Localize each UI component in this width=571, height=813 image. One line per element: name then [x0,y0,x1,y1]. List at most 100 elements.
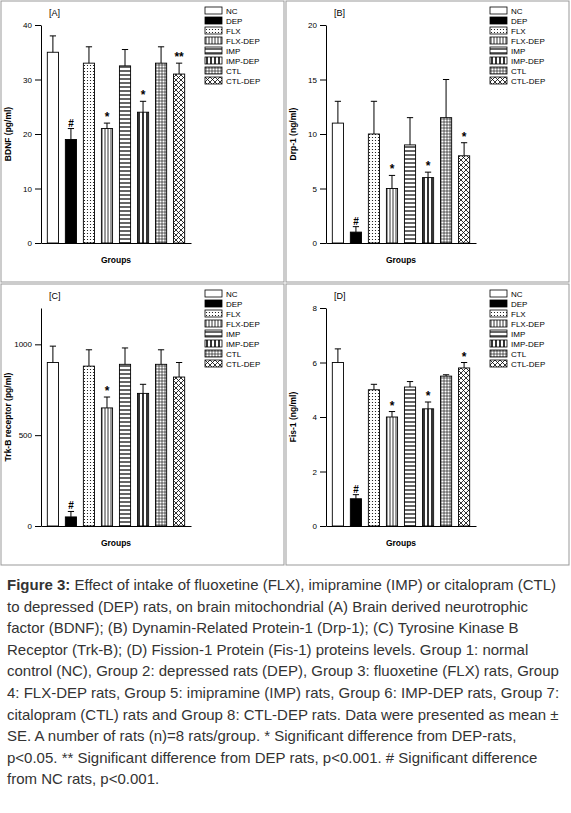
legend-label: DEP [511,300,527,309]
bar [155,63,166,243]
plot: #*05001000 [14,309,191,532]
legend-swatch [490,340,507,347]
x-axis [327,526,477,527]
y-axis-line [41,309,42,527]
caption-text: Effect of intake of fluoxetine (FLX), im… [7,576,559,787]
y-tick: 4 [313,413,326,422]
y-tick: 2 [313,468,326,477]
error-bar [353,227,359,232]
legend-label: DEP [226,300,242,309]
legend-swatch [490,67,507,74]
legend-swatch [205,310,222,317]
bar [47,52,58,243]
legend-swatch [205,77,222,84]
y-tick: 5 [313,185,326,194]
legend-label: CTL [226,350,242,359]
legend-label: CTL-DEP [511,77,545,86]
y-tick-label: 30 [23,76,32,85]
error-bar [443,80,449,118]
y-tick-mark [320,25,326,26]
y-tick: 8 [313,304,326,313]
panel-title: [C] [49,291,61,301]
panel-title: [B] [334,8,345,18]
y-tick: 20 [308,21,326,30]
x-axis [42,526,192,527]
legend-label: IMP-DEP [511,57,544,66]
bar [368,390,379,526]
legend-swatch [205,67,222,74]
y-tick: 15 [308,76,326,85]
error-bar [104,397,110,408]
y-tick: 1000 [14,340,41,349]
y-tick-mark [35,189,41,190]
bar [137,112,148,243]
annotation: * [462,130,467,144]
legend-label: FLX-DEP [511,37,545,46]
annotation: ** [174,50,184,64]
legend-label: FLX-DEP [511,320,545,329]
y-tick-label: 10 [23,185,32,194]
legend-label: NC [511,7,523,16]
y-axis-title: Drp-1 (ng/ml) [288,107,298,160]
legend-label: CTL-DEP [511,360,545,369]
error-bar [176,63,182,74]
error-bar [158,47,164,63]
annotation: # [353,216,359,227]
y-tick-mark [320,363,326,364]
x-axis-title: Groups [386,538,416,548]
bar [386,189,397,244]
legend-swatch [490,300,507,307]
x-axis [42,243,192,244]
x-axis-line [327,526,477,527]
y-tick-label: 0 [313,239,318,248]
y-tick-label: 5 [313,185,318,194]
annotation: * [105,110,110,124]
y-tick-label: 6 [313,359,318,368]
annotation: * [426,159,431,173]
error-bar [50,36,56,52]
y-tick-label: 1000 [14,340,32,349]
panel-frame [286,1,569,282]
x-axis-title: Groups [101,538,131,548]
y-tick-label: 2 [313,468,318,477]
caption-label: Figure 3: [7,576,70,593]
x-axis-line [42,243,192,244]
legend-label: NC [511,290,523,299]
bar [155,364,166,526]
legend-label: FLX [511,27,526,36]
legend-swatch [205,340,222,347]
legend-swatch [205,300,222,307]
legend-swatch [205,360,222,367]
error-bar [425,402,431,409]
bar [459,368,470,526]
y-tick-label: 8 [313,304,318,313]
marks [47,346,184,526]
y-axis-title: BDNF (pg/ml) [3,107,13,161]
bar [404,387,415,526]
y-tick-mark [35,435,41,436]
legend: NCDEPFLXFLX-DEPIMPIMP-DEPCTLCTL-DEP [205,290,260,369]
error-bar [50,346,56,362]
bar [65,517,76,526]
y-tick-label: 0 [28,522,33,531]
legend-label: CTL [226,67,242,76]
y-tick-mark [35,25,41,26]
y-tick-label: 500 [19,431,33,440]
legend-swatch [205,350,222,357]
y-tick: 10 [23,185,41,194]
panel-frame [1,284,284,565]
bar [119,66,130,243]
bar [422,409,433,526]
bar [137,393,148,526]
annotation: * [462,350,467,364]
legend-label: IMP-DEP [511,340,544,349]
legend-swatch [205,17,222,24]
legend-swatch [490,57,507,64]
legend-label: FLX [226,27,241,36]
legend-label: FLX-DEP [226,320,260,329]
error-bar [335,101,341,123]
y-axis: 02468 [313,304,327,531]
legend-label: IMP-DEP [226,340,259,349]
y-tick-mark [320,80,326,81]
error-bar [371,101,377,134]
